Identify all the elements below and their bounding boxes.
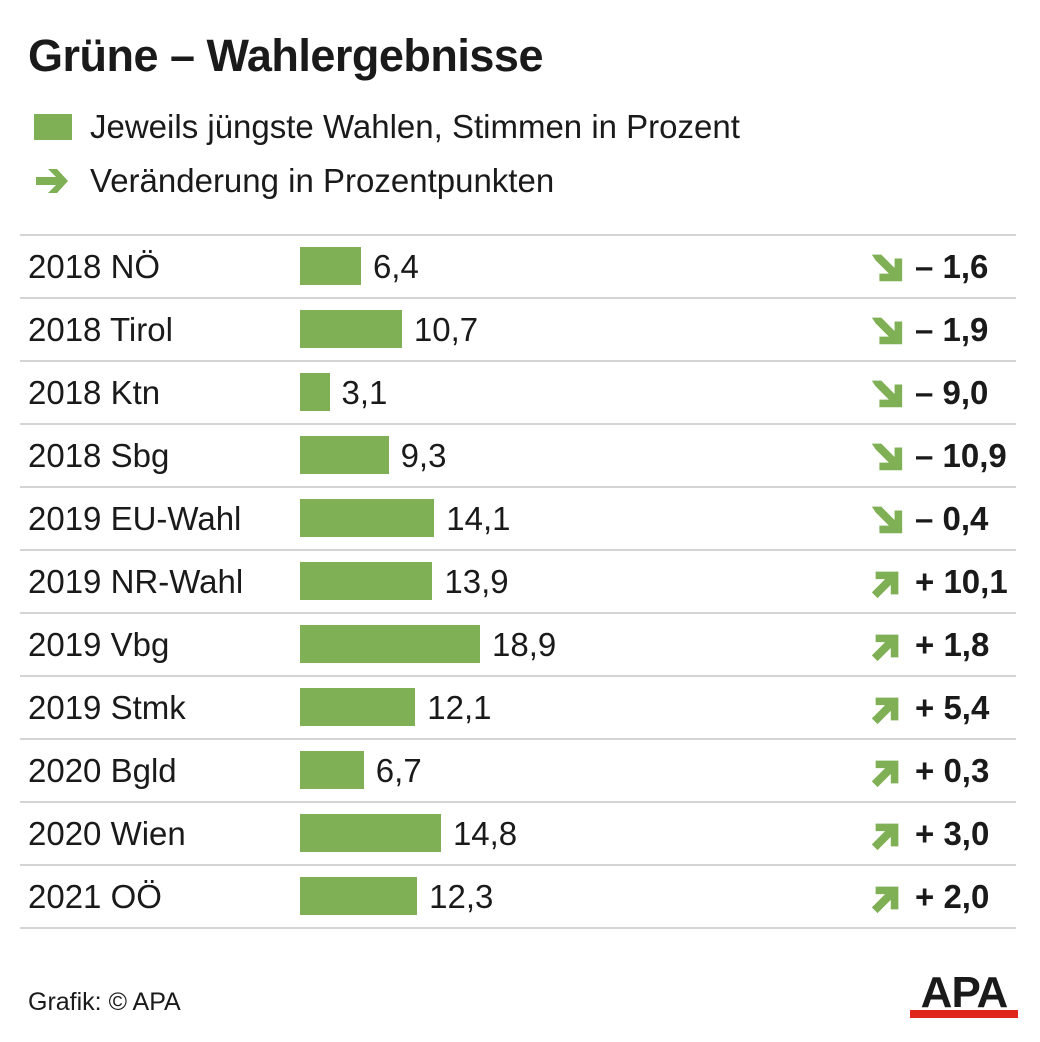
legend-swatch (34, 114, 72, 140)
arrow-up-right-icon (868, 564, 906, 600)
table-row: 2019 Vbg 18,9 + 1,8 (20, 614, 1016, 677)
change-value: – 1,6 (915, 248, 989, 285)
bar-value-label: 14,1 (446, 500, 511, 537)
bar (300, 877, 418, 915)
bar (300, 688, 416, 726)
change-value: + 1,8 (915, 626, 990, 663)
bar-value-label: 12,3 (429, 878, 494, 915)
logo-bar (910, 1010, 1018, 1018)
row-label: 2018 Sbg (28, 437, 170, 474)
change-value: – 9,0 (915, 374, 989, 411)
arrow-down-right-icon (868, 249, 906, 285)
bar (300, 625, 480, 663)
bar (300, 436, 389, 474)
row-label: 2018 NÖ (28, 248, 161, 285)
source-credit: Grafik: © APA (28, 988, 181, 1016)
arrow-up-right-icon (868, 879, 906, 915)
table-row: 2020 Bgld 6,7 + 0,3 (20, 740, 1016, 803)
row-label: 2019 NR-Wahl (28, 563, 244, 600)
row-label: 2019 Vbg (28, 626, 170, 663)
legend-bars-label: Jeweils jüngste Wahlen, Stimmen in Proze… (90, 108, 740, 145)
bar-value-label: 6,4 (372, 248, 419, 285)
bar-value-label: 12,1 (427, 689, 492, 726)
bar-value-label: 14,8 (452, 815, 518, 852)
arrow-down-right-icon (868, 375, 906, 411)
bar-value-label: 18,9 (492, 626, 557, 663)
change-value: + 2,0 (915, 878, 990, 915)
apa-logo: APA (908, 968, 1020, 1020)
change-value: + 10,1 (915, 563, 1008, 600)
bar (300, 751, 364, 789)
bar-value-label: 6,7 (375, 752, 422, 789)
table-row: 2020 Wien 14,8 + 3,0 (20, 803, 1016, 866)
arrow-up-right-icon (868, 816, 906, 852)
table-row: 2018 NÖ 6,4 – 1,6 (20, 236, 1016, 299)
bar-value-label: 3,1 (341, 374, 388, 411)
arrow-down-right-icon (868, 312, 906, 348)
change-value: + 3,0 (915, 815, 990, 852)
arrow-down-right-icon (868, 501, 906, 537)
legend-bars: Jeweils jüngste Wahlen, Stimmen in Proze… (34, 107, 740, 147)
bar (300, 814, 441, 852)
bar (300, 247, 361, 285)
arrow-down-right-icon (868, 438, 906, 474)
bar-value-label: 10,7 (413, 311, 479, 348)
bar (300, 562, 433, 600)
chart-title: Grüne – Wahlergebnisse (28, 30, 543, 81)
row-label: 2018 Tirol (28, 311, 173, 348)
row-label: 2020 Bgld (28, 752, 177, 789)
bar-value-label: 13,9 (444, 563, 509, 600)
change-value: – 10,9 (915, 437, 1007, 474)
results-table: 2018 NÖ 6,4 – 1,6 2018 Tirol 10,7 – 1,9 2018 K… (20, 234, 1016, 929)
row-label: 2021 OÖ (28, 878, 162, 915)
change-value: – 1,9 (915, 311, 989, 348)
legend-arrows-label: Veränderung in Prozentpunkten (90, 162, 555, 199)
arrow-up-right-icon (868, 753, 906, 789)
arrow-up-right-icon (868, 627, 906, 663)
table-row: 2019 NR-Wahl 13,9 + 10,1 (20, 551, 1016, 614)
change-value: + 0,3 (915, 752, 990, 789)
table-row: 2019 EU-Wahl 14,1 – 0,4 (20, 488, 1016, 551)
row-label: 2019 Stmk (28, 689, 186, 726)
arrow-right-icon (34, 165, 74, 197)
row-label: 2019 EU-Wahl (28, 500, 242, 537)
arrow-up-right-icon (868, 690, 906, 726)
table-row: 2018 Tirol 10,7 – 1,9 (20, 299, 1016, 362)
bar (300, 499, 435, 537)
change-value: – 0,4 (915, 500, 989, 537)
table-row: 2021 OÖ 12,3 + 2,0 (20, 866, 1016, 929)
table-row: 2019 Stmk 12,1 + 5,4 (20, 677, 1016, 740)
legend-arrows: Veränderung in Prozentpunkten (34, 161, 554, 201)
bar (300, 310, 402, 348)
logo-text: APA (921, 972, 1008, 1017)
change-value: + 5,4 (915, 689, 990, 726)
bar (300, 373, 330, 411)
row-label: 2018 Ktn (28, 374, 161, 411)
row-label: 2020 Wien (28, 815, 186, 852)
table-row: 2018 Sbg 9,3 – 10,9 (20, 425, 1016, 488)
table-row: 2018 Ktn 3,1 – 9,0 (20, 362, 1016, 425)
bar-value-label: 9,3 (400, 437, 447, 474)
